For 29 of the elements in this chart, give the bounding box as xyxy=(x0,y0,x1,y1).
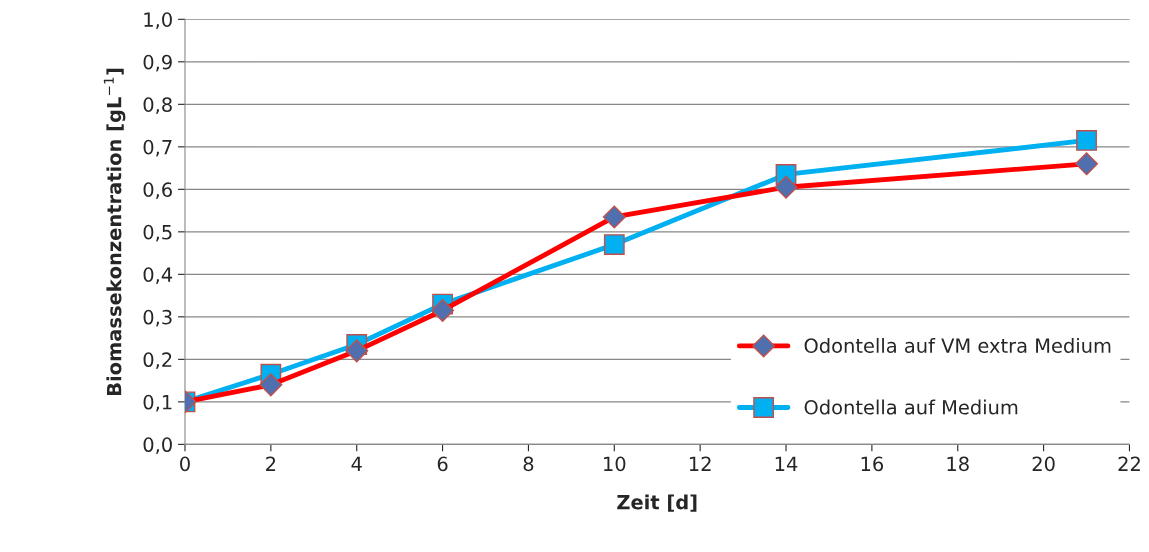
y-tick-label: 0,3 xyxy=(143,309,172,327)
point xyxy=(1076,130,1097,151)
x-tick-label: 6 xyxy=(437,456,448,472)
point xyxy=(603,234,625,256)
y-tick-label: 0,2 xyxy=(143,352,172,369)
y-tick-label: 0,1 xyxy=(143,394,172,412)
y-tick-label: 0,4 xyxy=(143,267,173,284)
x-tick-label: 12 xyxy=(689,456,711,471)
x-tick-label: 2 xyxy=(266,456,276,471)
y-tick-label: 0,8 xyxy=(143,97,172,114)
x-tick-label: 8 xyxy=(523,456,534,472)
legend-label: Odontella auf Medium xyxy=(804,399,1018,415)
x-tick-label: 4 xyxy=(351,456,362,471)
x-tick-label: 20 xyxy=(1032,456,1055,472)
y-tick-label: 0,9 xyxy=(143,54,172,72)
y-tick-label: 0,7 xyxy=(143,139,172,157)
y-tick-label: 1,0 xyxy=(144,12,172,29)
y-tick-label: 0,5 xyxy=(143,224,172,242)
y-tick-label: 0,6 xyxy=(143,182,172,199)
x-tick-label: 22 xyxy=(1118,456,1140,471)
x-tick-label: 10 xyxy=(604,456,626,472)
x-tick-label: 0 xyxy=(180,456,190,472)
y-axis-title: Biomassekonzentration [gL$^{−1}$] xyxy=(103,68,126,396)
legend-label: Odontella auf VM extra Medium xyxy=(804,337,1111,353)
x-tick-label: 18 xyxy=(947,456,969,472)
x-tick-label: 14 xyxy=(775,456,798,471)
y-tick-label: 0,0 xyxy=(143,437,172,455)
x-axis-title: Zeit [d] xyxy=(617,494,697,512)
x-tick-label: 16 xyxy=(861,456,884,472)
